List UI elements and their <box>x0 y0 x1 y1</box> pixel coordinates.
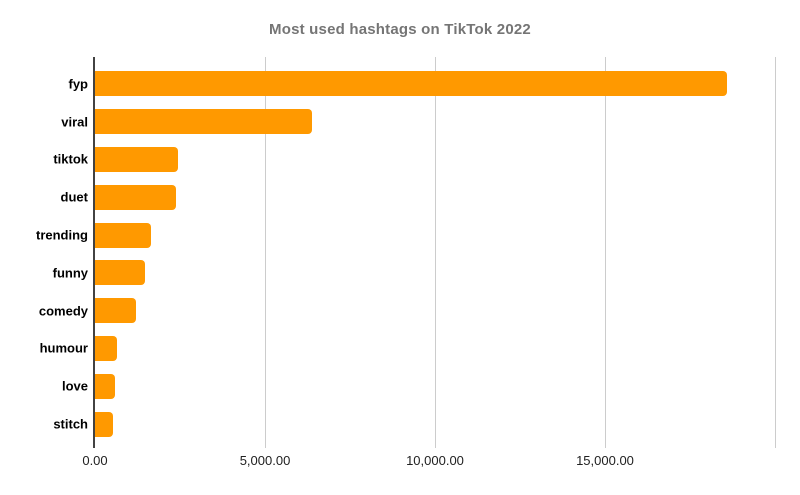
bar-row: humour <box>40 330 775 368</box>
bar-trending <box>95 222 151 248</box>
bar-row: fyp <box>69 65 775 103</box>
bar-row: viral <box>61 103 775 141</box>
gridline <box>435 57 436 443</box>
x-axis-tick <box>775 443 776 448</box>
category-label: comedy <box>38 303 88 319</box>
gridline <box>605 57 606 443</box>
category-label: viral <box>61 114 88 130</box>
bar-row: funny <box>53 254 775 292</box>
bar-row: comedy <box>39 292 775 330</box>
bar-fyp <box>95 71 728 97</box>
bar-row: duet <box>61 178 775 216</box>
bar-row: tiktok <box>53 141 775 179</box>
y-axis-line <box>93 57 95 443</box>
x-axis-tick <box>265 443 266 448</box>
category-label: tiktok <box>53 151 88 167</box>
bar-duet <box>95 184 176 210</box>
x-axis-tick <box>605 443 606 448</box>
x-tick-label: 5,000.00 <box>239 453 291 468</box>
category-label: love <box>61 378 88 394</box>
bar-humour <box>95 335 118 361</box>
x-axis-tick <box>435 443 436 448</box>
plot-area: 0.00 5,000.00 10,000.00 15,000.00 fyp viral ti… <box>36 57 776 468</box>
bar-comedy <box>95 298 137 324</box>
bar-funny <box>95 260 146 286</box>
category-label: fyp <box>68 76 89 92</box>
category-label: humour <box>39 340 88 356</box>
bar-rows: fyp viral tiktok duet trending funny comedy hum… <box>36 65 775 443</box>
category-label: duet <box>60 189 88 205</box>
gridline <box>775 57 776 443</box>
bar-tiktok <box>95 146 179 172</box>
bar-row: stitch <box>53 405 775 443</box>
bar-viral <box>95 109 312 135</box>
category-label: trending <box>36 227 88 243</box>
category-label: funny <box>52 265 88 281</box>
x-tick-label: 0.00 <box>82 453 108 468</box>
gridline <box>265 57 266 443</box>
category-label: stitch <box>53 416 88 432</box>
chart-title: Most used hashtags on TikTok 2022 <box>269 21 531 38</box>
x-tick-label: 10,000.00 <box>406 453 464 468</box>
bar-stitch <box>95 411 114 437</box>
x-tick-label: 15,000.00 <box>576 453 634 468</box>
bar-love <box>95 373 116 399</box>
x-axis-tick <box>93 443 95 448</box>
bar-row: trending <box>36 216 775 254</box>
bar-row: love <box>62 367 775 405</box>
